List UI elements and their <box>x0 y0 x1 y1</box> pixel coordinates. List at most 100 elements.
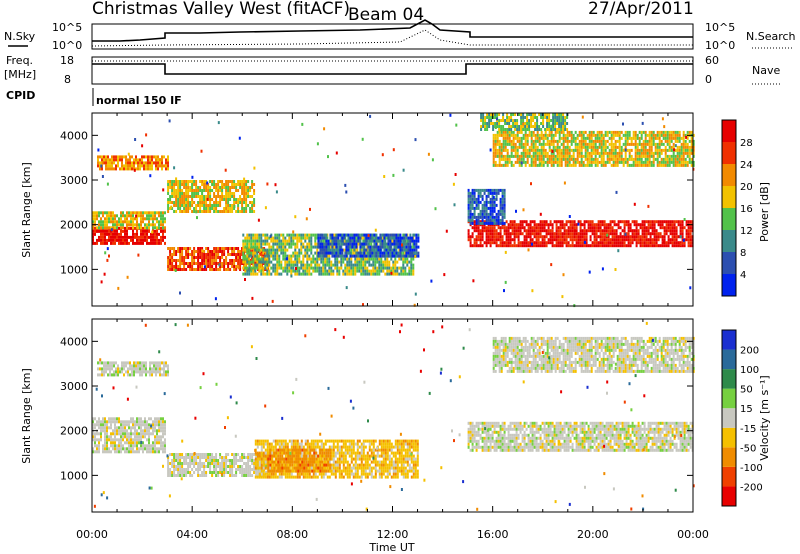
scatter-cell <box>221 189 224 192</box>
scatter-cell <box>120 223 122 227</box>
scatter-cell <box>557 232 560 236</box>
scatter-cell <box>682 160 685 164</box>
scatter-cell <box>284 236 287 240</box>
scatter-cell <box>562 125 565 128</box>
scatter-cell <box>475 218 478 222</box>
scatter-cell <box>264 248 267 252</box>
scatter-cell <box>348 257 351 261</box>
scatter-cell <box>529 244 532 248</box>
scatter-cell <box>412 266 415 270</box>
scatter-cell <box>583 220 586 224</box>
scatter-cell <box>362 239 365 243</box>
scatter-cell <box>219 247 222 250</box>
scatter-cell <box>100 226 102 230</box>
scatter-cell <box>508 128 511 131</box>
scatter-cell <box>223 253 226 256</box>
scatter-cell <box>215 256 218 259</box>
scatter-cell <box>179 291 181 295</box>
scatter-cell <box>364 266 367 270</box>
scatter-cell <box>348 263 351 267</box>
scatter-cell <box>602 163 605 167</box>
scatter-cell <box>674 154 677 158</box>
scatter-cell <box>588 139 591 143</box>
scatter-cell <box>314 260 317 264</box>
scatter-cell <box>491 200 494 204</box>
scatter-cell <box>227 247 230 250</box>
scatter-cell <box>507 244 510 248</box>
scatter-cell <box>504 136 507 140</box>
scatter-cell <box>282 236 285 240</box>
scatter-cell <box>396 266 399 270</box>
scatter-cell <box>648 154 651 158</box>
scatter-cell <box>325 236 328 240</box>
scatter-cell <box>641 229 644 233</box>
scatter-cell <box>469 215 472 219</box>
scatter-cell <box>547 241 550 245</box>
scatter-cell <box>690 160 693 164</box>
scatter-cell <box>140 223 142 227</box>
scatter-cell <box>578 145 581 149</box>
scatter-cell <box>256 251 259 255</box>
scatter-cell <box>621 241 624 245</box>
scatter-cell <box>594 163 597 167</box>
scatter-cell <box>270 236 273 240</box>
scatter-cell <box>632 133 635 137</box>
scatter-cell <box>496 130 499 134</box>
scatter-cell <box>268 245 271 249</box>
scatter-cell <box>242 242 245 246</box>
scatter-cell <box>98 223 100 227</box>
scatter-cell <box>545 241 548 245</box>
scatter-cell <box>364 236 367 240</box>
scatter-cell <box>156 241 158 245</box>
scatter-cell <box>197 259 200 262</box>
scatter-cell <box>536 119 539 122</box>
scatter-cell <box>520 116 523 119</box>
scatter-cell <box>340 263 343 267</box>
scatter-cell <box>669 238 672 242</box>
scatter-cell <box>278 245 281 249</box>
scatter-cell <box>205 195 208 198</box>
scatter-cell <box>410 263 413 267</box>
scatter-cell <box>141 155 143 159</box>
scatter-cell <box>538 136 541 140</box>
scatter-cell <box>551 150 554 153</box>
scatter-cell <box>272 236 275 240</box>
scatter-cell <box>501 194 504 198</box>
scatter-cell <box>149 167 151 171</box>
scatter-cell <box>340 242 343 246</box>
scatter-cell <box>288 245 291 249</box>
scatter-cell <box>495 215 498 219</box>
scatter-cell <box>314 242 317 246</box>
scatter-cell <box>298 266 301 270</box>
scatter-cell <box>111 161 113 165</box>
scatter-cell <box>274 263 277 267</box>
scatter-cell <box>253 198 256 201</box>
scatter-cell <box>359 236 362 240</box>
scatter-cell <box>231 180 234 183</box>
scatter-cell <box>205 247 208 250</box>
scatter-cell <box>609 220 612 224</box>
scatter-cell <box>657 238 660 242</box>
scatter-cell <box>671 244 674 248</box>
scatter-cell <box>692 133 695 137</box>
scatter-cell <box>538 148 541 152</box>
scatter-cell <box>189 207 192 210</box>
scatter-cell <box>581 115 584 119</box>
scatter-cell <box>524 122 527 125</box>
scatter-cell <box>296 269 299 273</box>
scatter-cell <box>506 119 509 122</box>
scatter-cell <box>115 155 117 159</box>
scatter-cell <box>179 247 182 250</box>
scatter-cell <box>402 257 405 261</box>
scatter-cell <box>130 226 132 230</box>
scatter-cell <box>668 157 671 161</box>
scatter-cell <box>638 151 641 155</box>
scatter-cell <box>356 248 359 252</box>
scatter-cell <box>203 180 206 183</box>
scatter-cell <box>98 229 100 233</box>
scatter-cell <box>248 233 251 237</box>
scatter-cell <box>552 145 555 149</box>
scatter-cell <box>634 157 637 161</box>
scatter-cell <box>542 116 545 119</box>
scatter-cell <box>626 139 629 143</box>
